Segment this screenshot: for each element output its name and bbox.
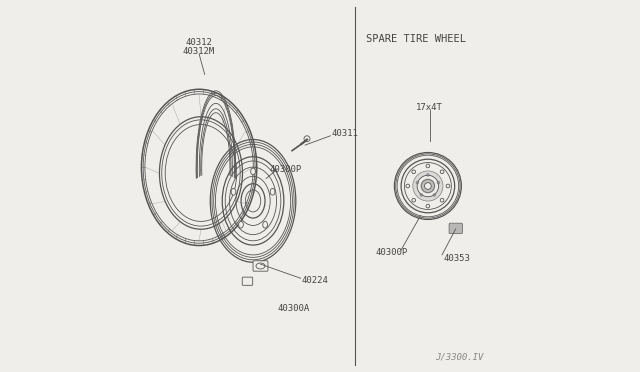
Ellipse shape: [440, 170, 444, 174]
Ellipse shape: [406, 184, 410, 188]
Ellipse shape: [231, 188, 236, 195]
Circle shape: [304, 136, 310, 142]
Ellipse shape: [251, 168, 255, 175]
FancyBboxPatch shape: [243, 277, 253, 285]
FancyBboxPatch shape: [449, 223, 463, 234]
FancyBboxPatch shape: [253, 261, 268, 271]
Ellipse shape: [412, 170, 415, 174]
Ellipse shape: [446, 184, 450, 188]
Text: 40300P: 40300P: [270, 165, 302, 174]
Ellipse shape: [426, 204, 429, 208]
Ellipse shape: [270, 188, 275, 195]
Ellipse shape: [426, 174, 429, 176]
Ellipse shape: [437, 181, 440, 184]
Ellipse shape: [420, 193, 423, 196]
Text: 40300P: 40300P: [375, 248, 407, 257]
Ellipse shape: [412, 198, 415, 202]
Ellipse shape: [433, 193, 436, 196]
Ellipse shape: [440, 198, 444, 202]
Ellipse shape: [416, 181, 419, 184]
Ellipse shape: [239, 221, 243, 228]
Ellipse shape: [424, 183, 431, 189]
Text: 40300A: 40300A: [277, 304, 310, 313]
Text: 40312M: 40312M: [183, 47, 215, 56]
Ellipse shape: [413, 171, 443, 201]
Text: 40312: 40312: [186, 38, 212, 47]
Text: 40311: 40311: [331, 129, 358, 138]
Text: 17x4T: 17x4T: [416, 103, 443, 112]
Text: SPARE TIRE WHEEL: SPARE TIRE WHEEL: [367, 34, 467, 44]
Text: J/3300.IV: J/3300.IV: [435, 353, 484, 362]
Ellipse shape: [417, 175, 438, 197]
Text: 40353: 40353: [444, 254, 470, 263]
Text: 40224: 40224: [301, 276, 328, 285]
Ellipse shape: [263, 221, 268, 228]
Ellipse shape: [426, 164, 429, 168]
Ellipse shape: [421, 179, 435, 193]
